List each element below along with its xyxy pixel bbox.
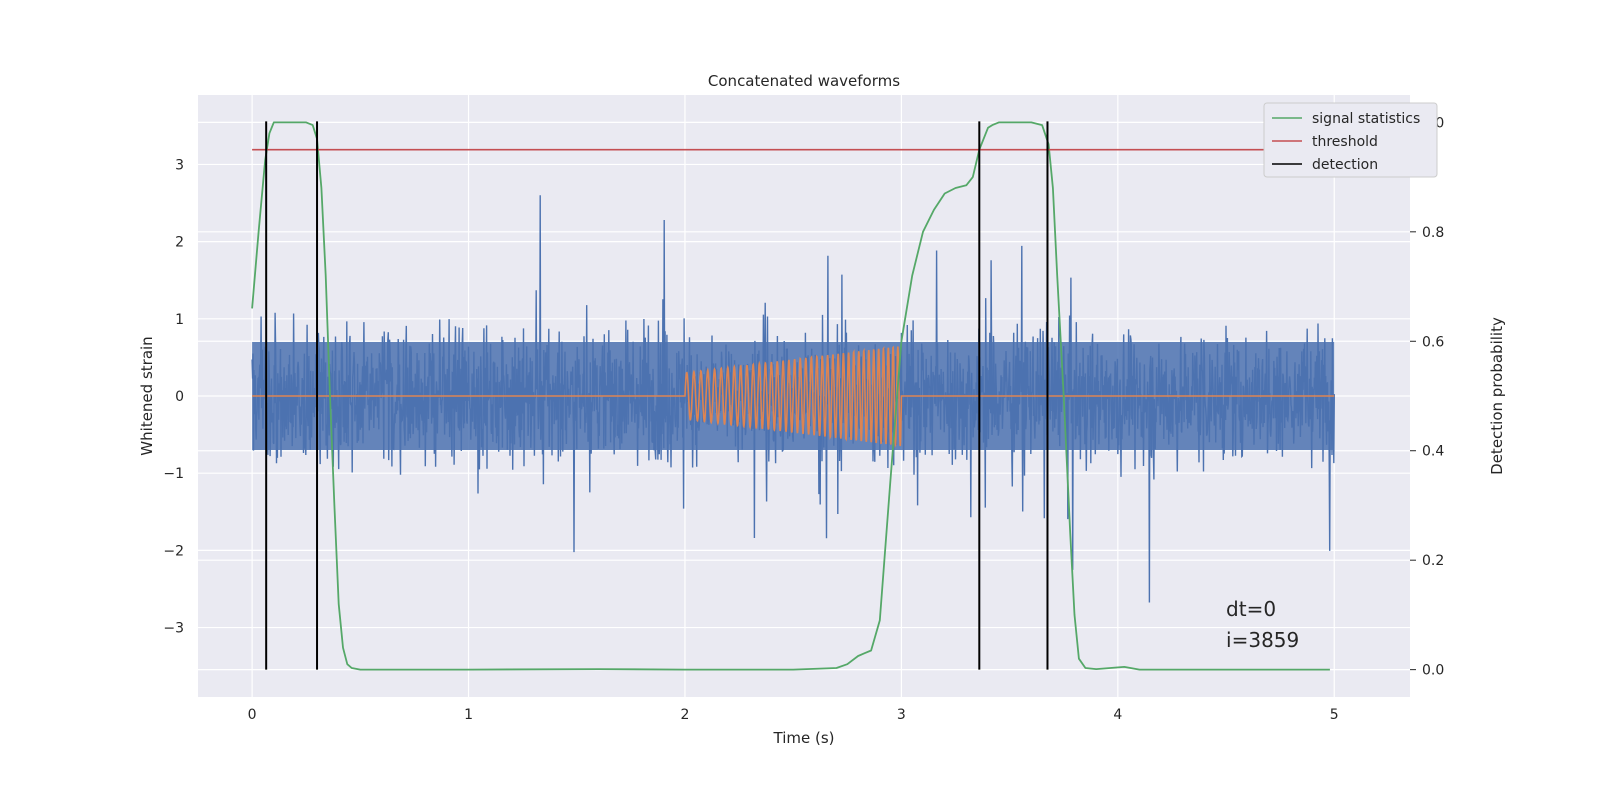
x-tick-label: 5 (1330, 707, 1339, 723)
injection-series (252, 345, 1335, 449)
x-tick-label: 1 (464, 707, 473, 723)
y-right-tick-label: 0.2 (1422, 553, 1444, 569)
x-tick-label: 3 (897, 707, 906, 723)
signal-statistics-line (251, 121, 1330, 671)
y-tick-label: −3 (163, 621, 184, 637)
legend: signal statistics threshold detection (1263, 102, 1438, 178)
y-tick-label: 3 (175, 157, 184, 173)
signal-statistics-series (251, 121, 1330, 671)
y-right-tick-label: 0.4 (1422, 444, 1444, 460)
y-right-tick-label: 0.6 (1422, 334, 1444, 350)
x-tick-label: 2 (681, 707, 690, 723)
detection-series (265, 121, 1049, 670)
y-tick-label: 2 (175, 235, 184, 251)
y-axis-label: Whitened strain (138, 336, 156, 455)
y-axis-label-right: Detection probability (1488, 317, 1506, 475)
annotation-dt: dt=0 (1226, 597, 1276, 621)
x-tick-label: 4 (1113, 707, 1122, 723)
legend-label-signal-statistics: signal statistics (1312, 111, 1420, 127)
legend-box (1263, 102, 1438, 178)
y-right-tick-label: 0.0 (1422, 663, 1444, 679)
injection-line (252, 345, 1335, 449)
y-tick-label: 1 (175, 312, 184, 328)
annotation-index: i=3859 (1226, 628, 1299, 652)
y-tick-label: 0 (175, 389, 184, 405)
y-tick-label: −1 (163, 466, 184, 482)
x-axis-label: Time (s) (773, 729, 835, 747)
y-right-tick-label: 0.8 (1422, 225, 1444, 241)
x-tick-label: 0 (248, 707, 257, 723)
y-tick-label: −2 (163, 543, 184, 559)
legend-label-detection: detection (1312, 157, 1378, 173)
chart-title: Concatenated waveforms (708, 72, 900, 90)
legend-label-threshold: threshold (1312, 134, 1378, 150)
